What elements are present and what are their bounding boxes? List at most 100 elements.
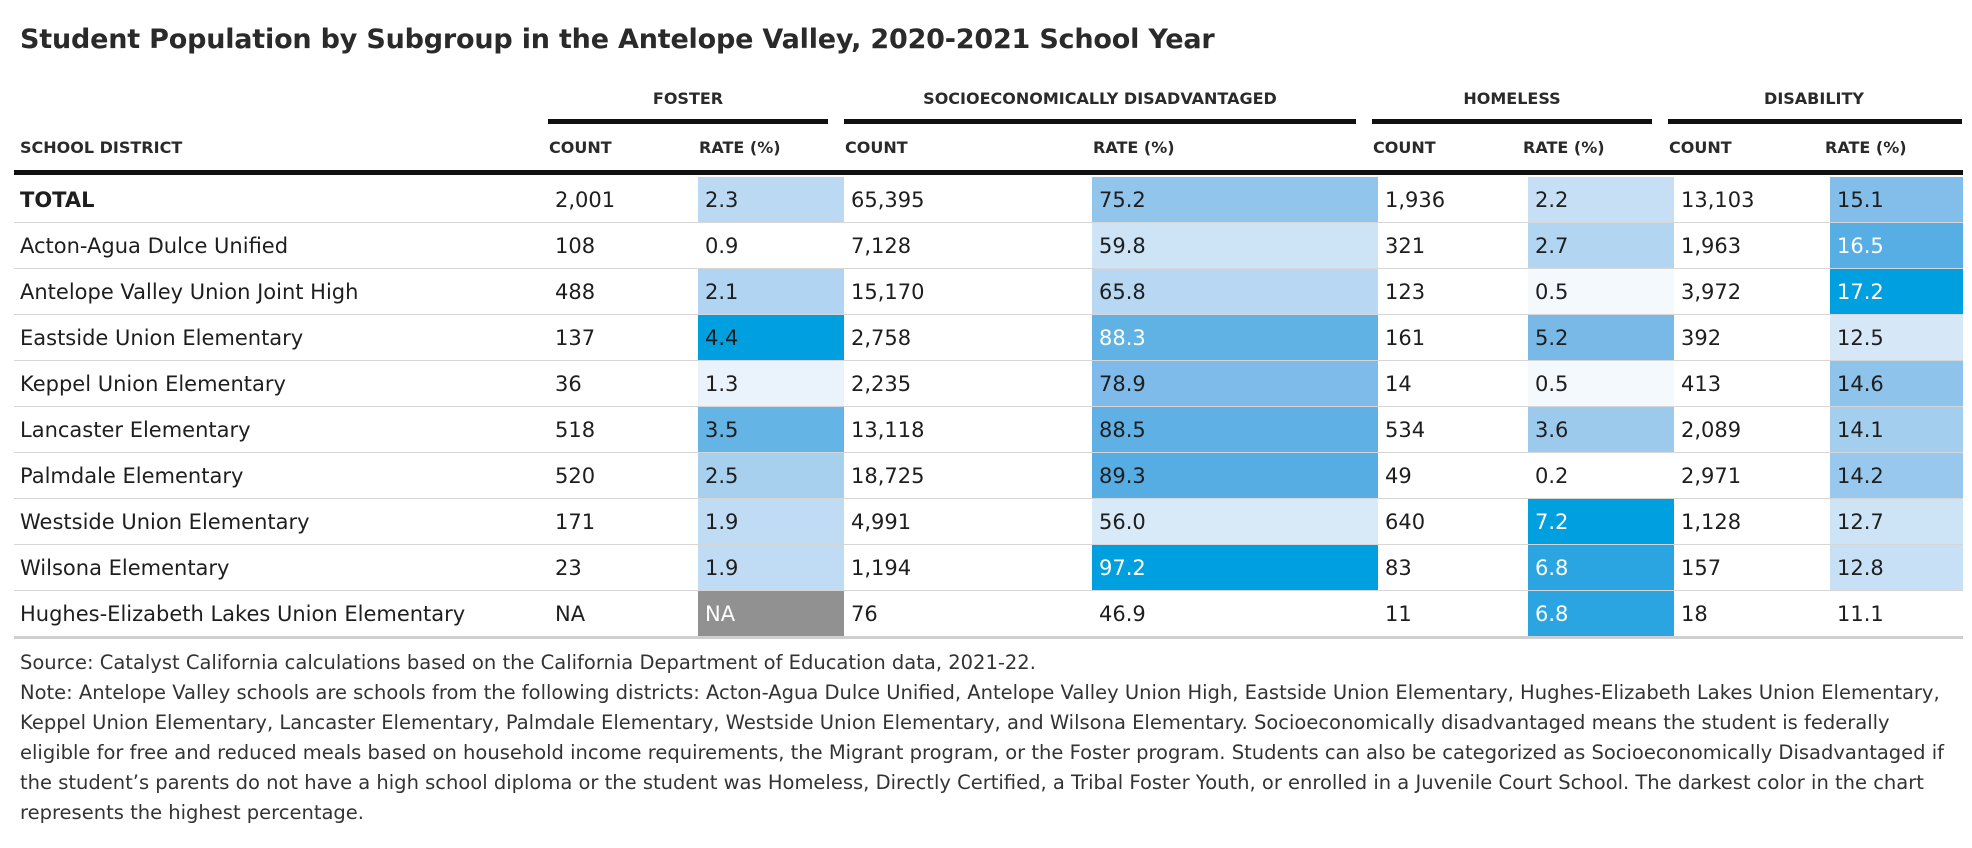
homeless-count-cell: 534 — [1385, 418, 1426, 442]
disability-rate-cell: 11.1 — [1830, 591, 1963, 636]
disability-count-cell: 18 — [1681, 602, 1708, 626]
disability-count-cell: 13,103 — [1681, 188, 1755, 212]
sed-rate-cell: 46.9 — [1092, 591, 1378, 636]
disability-rate-cell: 12.5 — [1830, 315, 1963, 360]
homeless-count-cell: 14 — [1385, 372, 1412, 396]
table-row: Westside Union Elementary 171 1.9 4,991 56.0… — [14, 499, 1963, 545]
group-header-homeless: HOMELESS — [1463, 89, 1561, 108]
sed-rate-cell: 88.3 — [1092, 315, 1378, 360]
district-name-cell: Westside Union Elementary — [20, 510, 310, 534]
homeless-rate-cell: 0.2 — [1528, 453, 1674, 498]
chart-title: Student Population by Subgroup in the An… — [20, 24, 1215, 55]
homeless-rate-cell: 2.2 — [1528, 177, 1674, 222]
foster-rate-cell: 3.5 — [698, 407, 844, 452]
disability-count-cell: 2,089 — [1681, 418, 1742, 442]
foster-count-cell: 171 — [555, 510, 596, 534]
column-header-homeless-rate: RATE (%) — [1523, 138, 1605, 157]
disability-count-cell: 157 — [1681, 556, 1722, 580]
source-note: Source: Catalyst California calculations… — [20, 651, 1036, 674]
sed-rate-cell: 59.8 — [1092, 223, 1378, 268]
table-row: Acton-Agua Dulce Unified 108 0.9 7,128 59.8 3… — [14, 223, 1963, 269]
foster-count-cell: NA — [555, 602, 586, 626]
district-name-cell: Eastside Union Elementary — [20, 326, 304, 350]
table-row: Wilsona Elementary 23 1.9 1,194 97.2 83 6.8 157… — [14, 545, 1963, 591]
disability-rate-cell: 14.2 — [1830, 453, 1963, 498]
table-body: TOTAL 2,001 2.3 65,395 75.2 1,936 2.2 13,103 15.… — [14, 177, 1963, 639]
sed-count-cell: 7,128 — [851, 234, 912, 258]
sed-rate-cell: 97.2 — [1092, 545, 1378, 590]
homeless-count-cell: 321 — [1385, 234, 1426, 258]
sed-count-cell: 13,118 — [851, 418, 925, 442]
disability-rate-cell: 16.5 — [1830, 223, 1963, 268]
table-row: TOTAL 2,001 2.3 65,395 75.2 1,936 2.2 13,103 15.… — [14, 177, 1963, 223]
foster-rate-cell: 2.1 — [698, 269, 844, 314]
group-header-disability: DISABILITY — [1764, 89, 1864, 108]
table-row: Lancaster Elementary 518 3.5 13,118 88.5 534 3… — [14, 407, 1963, 453]
foster-rate-cell: 2.3 — [698, 177, 844, 222]
district-name-cell: Palmdale Elementary — [20, 464, 244, 488]
disability-count-cell: 392 — [1681, 326, 1722, 350]
foster-count-cell: 2,001 — [555, 188, 616, 212]
homeless-count-cell: 1,936 — [1385, 188, 1446, 212]
disability-rate-cell: 12.7 — [1830, 499, 1963, 544]
homeless-count-cell: 11 — [1385, 602, 1412, 626]
table-row: Keppel Union Elementary 36 1.3 2,235 78.9 14 0… — [14, 361, 1963, 407]
table-row: Palmdale Elementary 520 2.5 18,725 89.3 49 0.2… — [14, 453, 1963, 499]
foster-rate-cell: NA — [698, 591, 844, 636]
homeless-rate-cell: 7.2 — [1528, 499, 1674, 544]
foster-count-cell: 23 — [555, 556, 582, 580]
homeless-rate-cell: 5.2 — [1528, 315, 1674, 360]
column-header-sed-rate: RATE (%) — [1093, 138, 1175, 157]
foster-rate-cell: 4.4 — [698, 315, 844, 360]
sed-count-cell: 2,758 — [851, 326, 912, 350]
homeless-rate-cell: 0.5 — [1528, 361, 1674, 406]
column-header-disability-count: COUNT — [1669, 138, 1732, 157]
foster-count-cell: 488 — [555, 280, 596, 304]
foster-count-cell: 137 — [555, 326, 596, 350]
disability-count-cell: 413 — [1681, 372, 1722, 396]
foster-rate-cell: 1.9 — [698, 545, 844, 590]
sed-rate-cell: 65.8 — [1092, 269, 1378, 314]
foster-rate-cell: 2.5 — [698, 453, 844, 498]
definition-note: Note: Antelope Valley schools are school… — [20, 681, 1945, 824]
group-header-socioeconomically-disadvantaged: SOCIOECONOMICALLY DISADVANTAGED — [923, 89, 1277, 108]
group-underline-homeless — [1372, 119, 1652, 124]
district-name-cell: Antelope Valley Union Joint High — [20, 280, 359, 304]
column-header-sed-count: COUNT — [845, 138, 908, 157]
sed-count-cell: 76 — [851, 602, 878, 626]
homeless-rate-cell: 2.7 — [1528, 223, 1674, 268]
sed-count-cell: 4,991 — [851, 510, 912, 534]
foster-rate-cell: 0.9 — [698, 223, 844, 268]
table-row: Antelope Valley Union Joint High 488 2.1 15… — [14, 269, 1963, 315]
group-underline-disability — [1668, 119, 1962, 124]
district-name-cell: Acton-Agua Dulce Unified — [20, 234, 289, 258]
sed-count-cell: 18,725 — [851, 464, 925, 488]
sed-rate-cell: 56.0 — [1092, 499, 1378, 544]
disability-count-cell: 3,972 — [1681, 280, 1742, 304]
sed-rate-cell: 75.2 — [1092, 177, 1378, 222]
column-header-school-district: SCHOOL DISTRICT — [20, 138, 183, 157]
group-underline-socioeconomically-disadvantaged — [844, 119, 1356, 124]
homeless-count-cell: 161 — [1385, 326, 1426, 350]
homeless-rate-cell: 6.8 — [1528, 545, 1674, 590]
column-header-homeless-count: COUNT — [1373, 138, 1436, 157]
disability-rate-cell: 15.1 — [1830, 177, 1963, 222]
sed-rate-cell: 89.3 — [1092, 453, 1378, 498]
homeless-count-cell: 83 — [1385, 556, 1412, 580]
foster-count-cell: 520 — [555, 464, 596, 488]
homeless-rate-cell: 6.8 — [1528, 591, 1674, 636]
table-row: Hughes-Elizabeth Lakes Union Elementary N… — [14, 591, 1963, 639]
group-header-foster: FOSTER — [652, 89, 724, 108]
sed-count-cell: 1,194 — [851, 556, 912, 580]
homeless-count-cell: 123 — [1385, 280, 1426, 304]
homeless-count-cell: 640 — [1385, 510, 1426, 534]
sed-count-cell: 15,170 — [851, 280, 925, 304]
disability-count-cell: 2,971 — [1681, 464, 1742, 488]
table-row: Eastside Union Elementary 137 4.4 2,758 88.3… — [14, 315, 1963, 361]
disability-rate-cell: 17.2 — [1830, 269, 1963, 314]
district-name-cell: TOTAL — [20, 188, 95, 212]
disability-rate-cell: 12.8 — [1830, 545, 1963, 590]
district-name-cell: Lancaster Elementary — [20, 418, 251, 442]
disability-count-cell: 1,128 — [1681, 510, 1742, 534]
